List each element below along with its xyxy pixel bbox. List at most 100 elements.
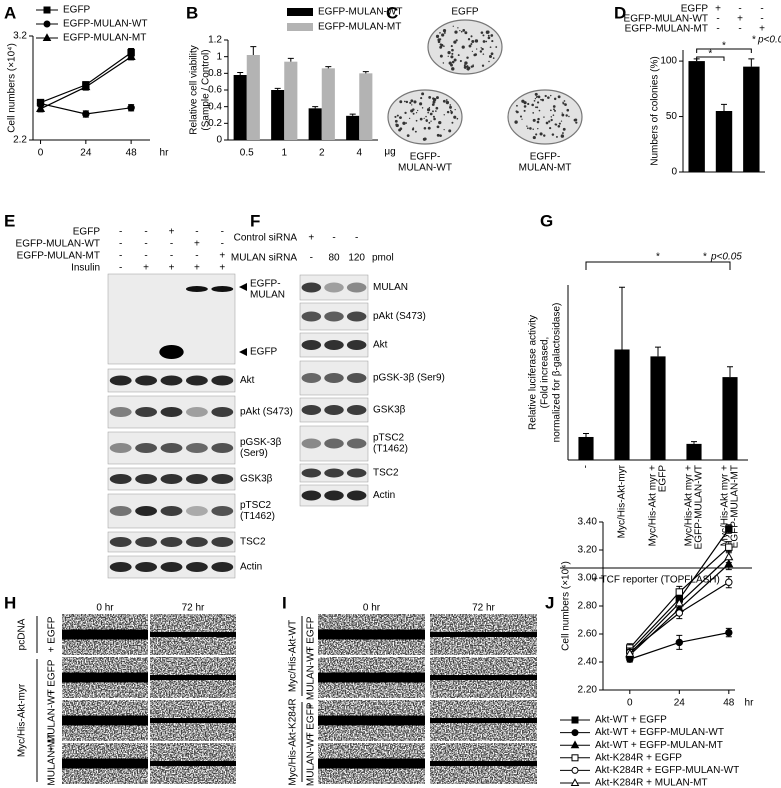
blot-label: pAkt (S473) [373,311,426,322]
colony [521,99,525,103]
condition-label: EGFP [681,4,709,15]
colony [490,34,494,37]
colony [413,100,417,104]
colony [467,38,471,41]
blot-band [211,562,234,572]
y-axis-label: normalized for β-galactosidase) [552,303,563,443]
wound-gap [150,675,236,680]
colony [442,28,447,33]
legend-label: EGFP-MULAN-WT [318,7,402,18]
note: p<0.05 [757,35,781,46]
blot-band [185,506,208,516]
colony [536,120,540,124]
colony [435,106,439,110]
x-tick-label: 0 [627,698,633,709]
colony [544,94,547,98]
colony [419,117,423,121]
group-label: Myc/His-Akt-myr [17,683,28,757]
blot-band [301,282,322,293]
y-tick-label: 3.2 [13,31,27,42]
colony [555,135,558,138]
point [724,551,734,561]
blot-band [135,506,158,516]
colony [412,112,415,115]
point [725,525,733,533]
blot-label: Actin [240,562,262,573]
colony [565,114,568,117]
blot-label: pTSC2 [240,500,272,511]
colony [436,125,440,129]
x-tick-label: Myc/His-Akt myr + [648,465,659,547]
blot-band [109,443,132,453]
condition-sign: + [308,233,314,244]
colony [574,118,578,122]
colony [561,112,563,114]
condition-label: Control siRNA [234,233,298,244]
significance-label: * [722,41,726,52]
colony [538,109,541,112]
bar [321,68,335,140]
condition-sign: - [738,24,741,35]
dish-label: EGFP- [530,152,561,163]
legend-swatch [287,23,313,31]
colony [423,117,425,120]
colony [488,60,490,63]
colony [435,34,440,38]
colony [448,129,452,133]
colony [532,135,536,140]
colony [557,95,561,99]
legend-label: EGFP-MULAN-MT [318,22,401,33]
blot-band [346,373,367,383]
y-tick-label: 0 [671,167,677,178]
condition-sign: - [119,251,122,262]
legend-marker [42,33,52,42]
group-label: pcDNA [17,618,28,650]
y-tick-label: 0.4 [208,101,222,112]
colony [429,112,433,116]
colony [529,127,532,130]
blot-band [160,407,183,417]
colony [540,98,542,101]
bar [743,66,760,172]
x-tick-label: 0 [38,148,44,159]
arrow-label: EGFP [250,347,278,358]
colony [451,60,455,64]
blot-band [324,311,344,322]
blot-band [346,490,367,501]
y-axis-label: (Fold increased, [540,337,551,409]
condition-sign: - [355,233,358,244]
blot-label: TSC2 [240,537,266,548]
colony [443,45,445,47]
bar [284,61,298,140]
bar [614,349,630,460]
condition-sign: - [170,239,173,250]
blot-band [346,282,367,293]
colony [408,117,411,120]
blot-band [346,468,367,478]
colony [487,34,490,37]
blot-band [185,375,208,386]
condition-label: EGFP-MULAN-WT [624,14,708,25]
colony [463,65,467,69]
blot-band [301,311,322,322]
colony [527,102,530,106]
colony [474,39,479,43]
colony [447,55,449,57]
colony [428,107,431,109]
colony [534,92,538,96]
blot-band [346,405,367,415]
legend-marker [570,778,580,787]
blot-band [301,405,322,415]
blot-band [160,443,183,453]
colony [439,54,443,58]
wound-gap [150,761,236,766]
blot-band [211,474,234,484]
condition-sign: - [119,263,122,274]
blot-band [301,468,322,478]
colony [445,99,448,101]
colony [422,137,426,141]
colony [482,40,486,43]
note-mark: * [703,252,707,263]
dish-label: MULAN-MT [519,163,572,174]
